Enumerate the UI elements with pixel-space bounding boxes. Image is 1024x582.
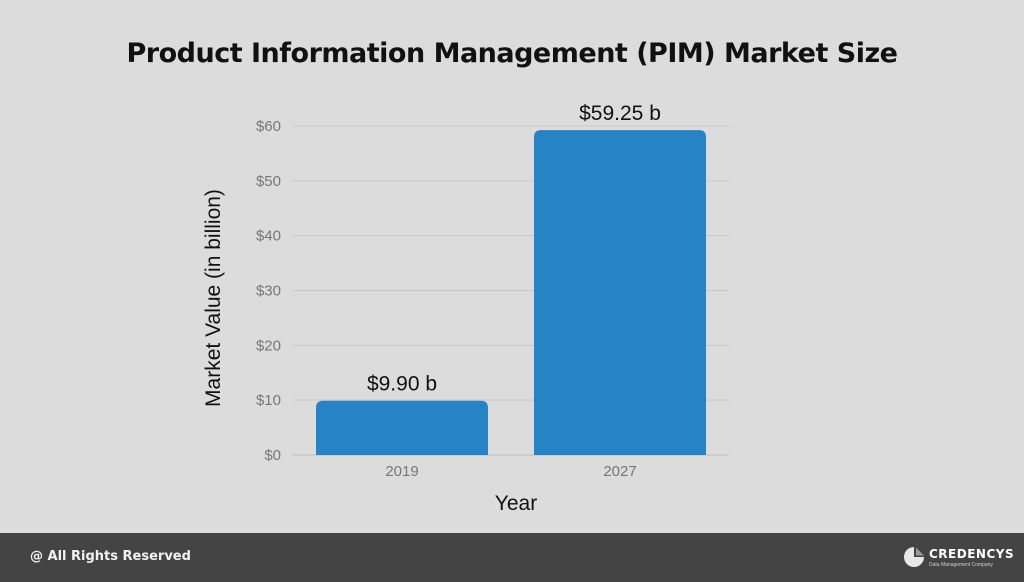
footer: @ All Rights Reserved CREDENCYS Data Man… bbox=[0, 533, 1024, 582]
brand-name: CREDENCYS bbox=[929, 547, 1015, 561]
chart-title: Product Information Management (PIM) Mar… bbox=[126, 38, 898, 69]
x-tick-label: 2019 bbox=[385, 463, 418, 480]
y-tick-label: $0 bbox=[264, 447, 281, 464]
y-tick-label: $60 bbox=[256, 118, 281, 135]
bar bbox=[316, 400, 488, 455]
y-axis-label: Market Value (in billion) bbox=[202, 189, 225, 407]
y-tick-label: $40 bbox=[256, 228, 281, 245]
y-tick-label: $10 bbox=[256, 392, 281, 409]
data-label: $59.25 b bbox=[579, 102, 661, 125]
bar-chart: $0 $10 $20 $30 $40 $50 $60 $9.90 b $59.25 b 201… bbox=[202, 102, 729, 515]
y-axis-ticks: $0 $10 $20 $30 $40 $50 $60 bbox=[256, 118, 281, 464]
y-tick-label: $30 bbox=[256, 283, 281, 300]
logo-icon bbox=[904, 547, 924, 567]
y-tick-label: $20 bbox=[256, 337, 281, 354]
bars: $9.90 b $59.25 b bbox=[316, 102, 706, 456]
data-label: $9.90 b bbox=[367, 373, 437, 396]
copyright-text: @ All Rights Reserved bbox=[30, 549, 191, 564]
x-axis-label: Year bbox=[495, 492, 537, 515]
brand-tagline: Data Management Company bbox=[929, 562, 993, 568]
x-axis-ticks: 2019 2027 bbox=[385, 463, 636, 480]
brand-logo: CREDENCYS Data Management Company bbox=[903, 544, 1014, 572]
bar bbox=[534, 130, 706, 456]
x-tick-label: 2027 bbox=[603, 463, 636, 480]
y-tick-label: $50 bbox=[256, 173, 281, 190]
